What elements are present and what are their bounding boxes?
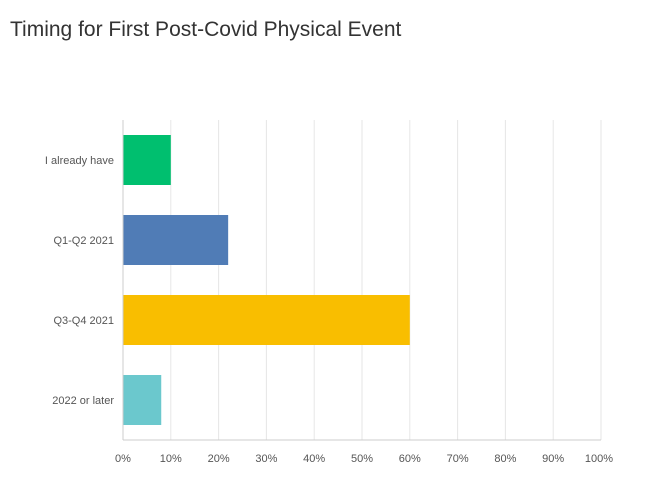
- x-tick-label: 0%: [115, 453, 131, 465]
- x-tick-label: 100%: [585, 453, 613, 465]
- bar: [123, 215, 229, 265]
- x-tick-label: 80%: [494, 453, 516, 465]
- category-labels: I already have Q1-Q2 2021 Q3-Q4 2021 2022 o…: [45, 155, 114, 407]
- bar: [123, 375, 162, 425]
- chart-title: Timing for First Post-Covid Physical Eve…: [10, 18, 402, 41]
- category-label: Q1-Q2 2021: [53, 235, 114, 247]
- x-tick-label: 90%: [542, 453, 564, 465]
- x-tick-label: 50%: [351, 453, 373, 465]
- x-tick-label: 70%: [447, 453, 469, 465]
- category-label: I already have: [45, 155, 114, 167]
- category-label: Q3-Q4 2021: [53, 315, 114, 327]
- bar: [123, 135, 171, 185]
- x-tick-label: 30%: [255, 453, 277, 465]
- x-tick-label: 20%: [208, 453, 230, 465]
- x-tick-label: 10%: [160, 453, 182, 465]
- category-label: 2022 or later: [52, 395, 114, 407]
- grid-lines: [170, 120, 602, 440]
- x-tick-labels: 0% 10% 20% 30% 40% 50% 60% 70% 80% 90% 100%: [115, 453, 613, 465]
- bars: [123, 135, 410, 425]
- x-tick-label: 60%: [399, 453, 421, 465]
- x-tick-label: 40%: [303, 453, 325, 465]
- axes: [122, 120, 601, 441]
- bar: [123, 295, 410, 345]
